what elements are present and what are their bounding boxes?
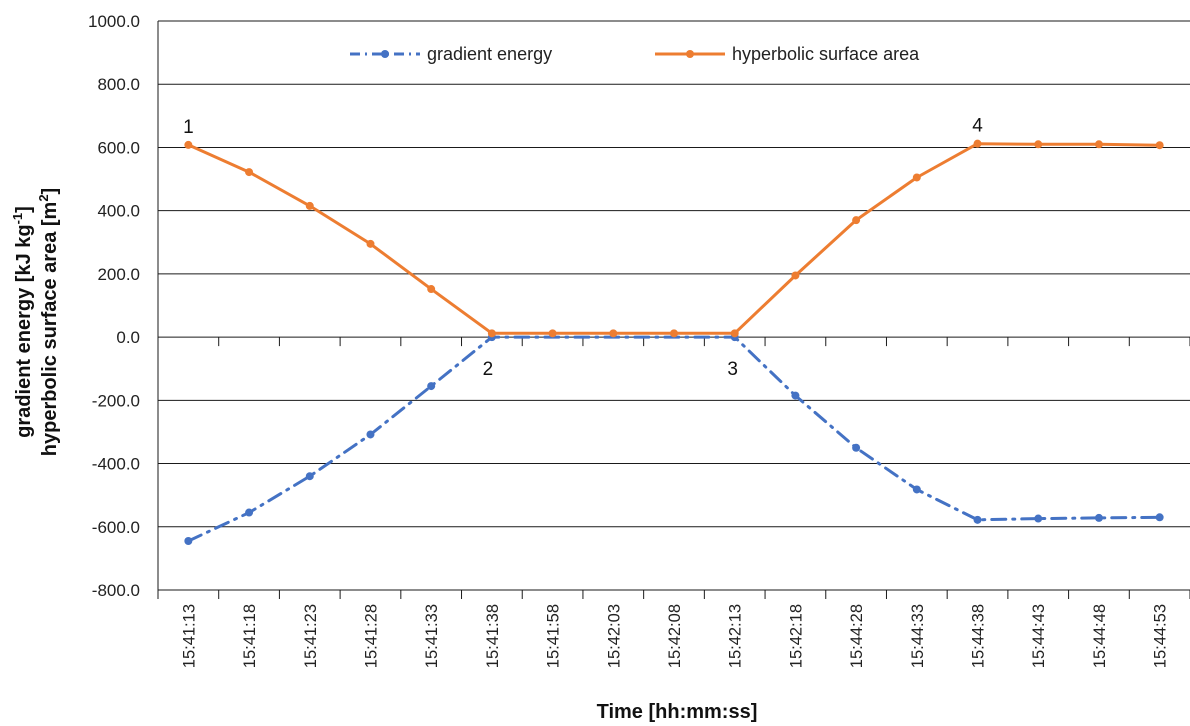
y-tick-label: 400.0 [97,202,140,221]
series-lines [184,139,1164,546]
series-line-gradient-energy [186,335,1162,543]
x-tick-label: 15:44:28 [848,604,866,668]
y-tick-label: -200.0 [92,391,140,410]
x-tick-label: 15:42:13 [727,604,745,668]
x-tick-label: 15:41:38 [484,604,502,668]
data-point [184,537,193,546]
x-tick-label: 15:42:18 [787,604,805,668]
data-point [852,443,861,452]
data-point [1034,514,1043,523]
data-point [791,391,800,400]
data-point [609,329,618,338]
x-tick-label: 15:42:03 [605,604,623,668]
y-tick-label: 1000.0 [88,12,140,31]
data-point [852,216,861,225]
x-tick-label: 15:44:43 [1030,604,1048,668]
data-point [1155,141,1164,150]
legend: gradient energy hyperbolic surface area [350,44,920,64]
data-point [245,168,254,177]
x-tick-label: 15:41:58 [545,604,563,668]
data-point [427,285,436,294]
x-tick-label: 15:44:53 [1152,604,1170,668]
y-tick-label: -800.0 [92,581,140,600]
legend-item: gradient energy [350,44,552,64]
x-tick-label: 15:42:08 [666,604,684,668]
data-point [973,139,982,148]
point-annotation: 3 [727,359,738,380]
legend-item: hyperbolic surface area [655,44,920,64]
data-point [1034,140,1043,149]
x-tick-label: 15:44:38 [970,604,988,668]
x-tick-label: 15:41:23 [302,604,320,668]
point-annotation: 2 [483,359,494,380]
point-annotation: 4 [972,116,983,137]
data-point [1094,140,1103,149]
data-point [912,485,921,494]
y-tick-label: 200.0 [97,265,140,284]
data-point [305,201,314,210]
y-axis-label-line2: hyperbolic surface area [m2] [36,188,61,456]
y-axis-label-line1: gradient energy [kJ kg-1] [10,206,35,438]
data-point [245,508,254,517]
data-point [427,382,436,391]
data-point [791,271,800,280]
x-tick-labels: 15:41:13 15:41:18 15:41:23 15:41:28 15:41:33… [180,604,1169,668]
data-point [670,329,678,338]
y-tick-label: 600.0 [97,138,140,157]
series-line-hyperbolic-surface-area [186,142,1162,335]
data-point [973,515,982,524]
data-point [487,329,496,338]
y-tick-labels: 1000.0 800.0 600.0 400.0 200.0 0.0 -200.0 -400.… [88,12,140,600]
x-tick-label: 15:41:18 [241,604,259,668]
data-point [912,173,921,182]
data-point [1155,513,1164,522]
legend-swatch-marker [381,50,389,58]
data-point [305,472,314,481]
y-tick-label: 800.0 [97,75,140,94]
x-tick-label: 15:44:33 [909,604,927,668]
data-point [730,329,739,338]
data-point [184,140,193,149]
legend-label: hyperbolic surface area [732,44,920,64]
data-point [366,430,375,439]
data-point [1094,513,1103,522]
data-point [366,239,375,248]
x-tick-label: 15:41:13 [180,604,198,668]
x-axis-label: Time [hh:mm:ss] [597,701,758,723]
x-tick-label: 15:44:48 [1091,604,1109,668]
gridlines [158,20,1190,528]
legend-label: gradient energy [427,44,552,64]
data-point [548,329,557,338]
annotations: 1 2 3 4 [183,116,983,380]
y-tick-label: 0.0 [116,328,140,347]
x-tick-label: 15:41:28 [362,604,380,668]
point-annotation: 1 [183,117,194,138]
x-tick-label: 15:41:33 [423,604,441,668]
y-tick-label: -400.0 [92,455,140,474]
legend-swatch-marker [686,50,694,58]
axes [157,21,1190,599]
y-tick-label: -600.0 [92,518,140,537]
